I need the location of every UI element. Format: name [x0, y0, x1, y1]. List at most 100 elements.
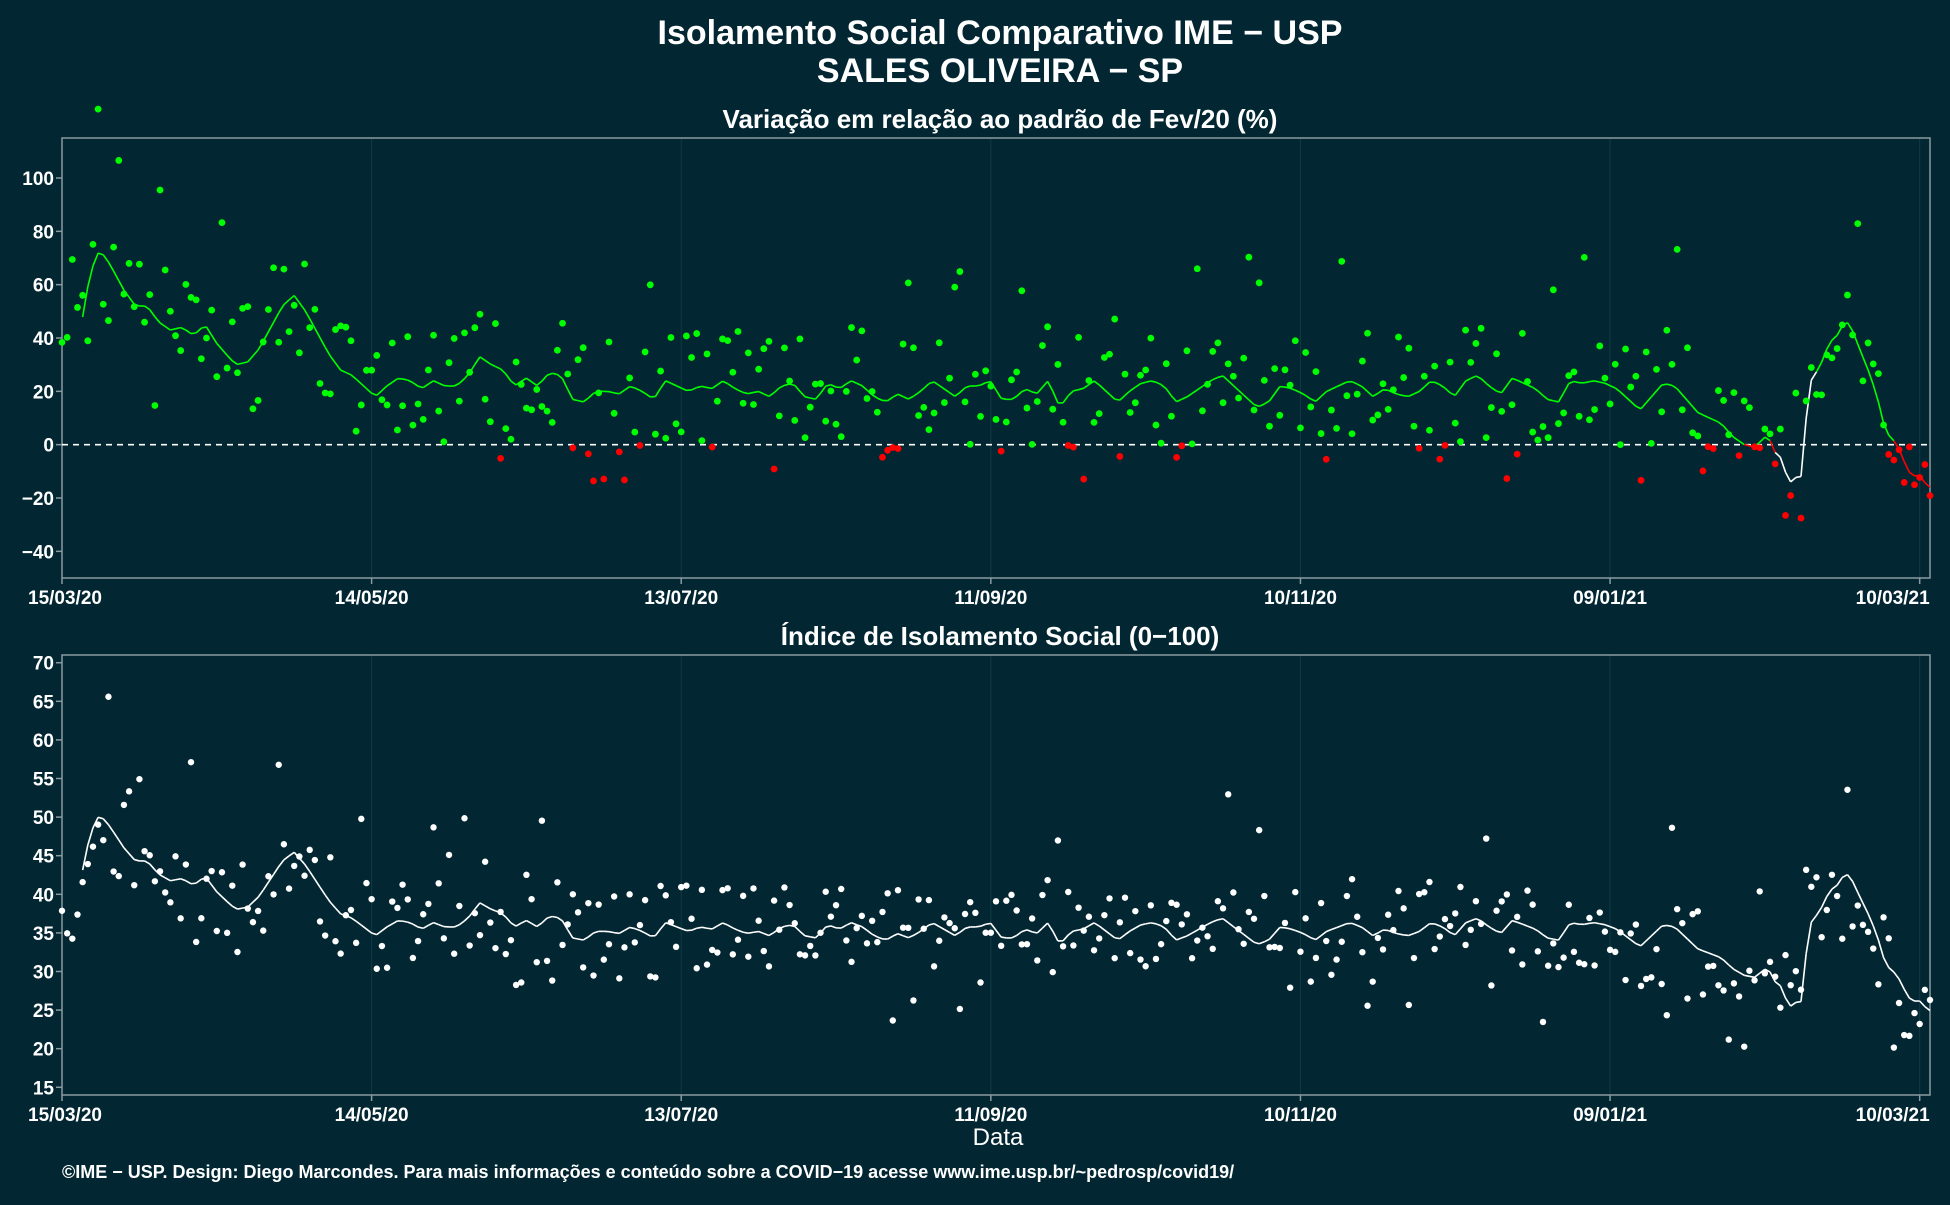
bottom-y-tick-label: 40	[33, 885, 54, 906]
top-data-point	[1390, 386, 1397, 393]
bottom-data-point	[105, 694, 111, 700]
bottom-data-point	[1117, 919, 1123, 925]
bottom-data-point	[766, 963, 772, 969]
bottom-data-point	[1034, 957, 1040, 963]
top-data-point	[962, 398, 969, 405]
bottom-data-point	[343, 912, 349, 918]
bottom-data-point	[740, 893, 746, 899]
bottom-data-point	[926, 897, 932, 903]
top-data-point	[1008, 376, 1015, 383]
top-data-point	[1617, 441, 1624, 448]
top-data-point	[920, 404, 927, 411]
top-data-point	[1736, 452, 1743, 459]
bottom-data-point	[802, 952, 808, 958]
bottom-data-point	[1437, 933, 1443, 939]
top-data-point	[1787, 492, 1794, 499]
top-data-point	[487, 418, 494, 425]
top-data-point	[1199, 407, 1206, 414]
bottom-data-point	[74, 911, 80, 917]
top-data-point	[1700, 468, 1707, 475]
bottom-data-point	[1875, 981, 1881, 987]
bottom-data-point	[879, 909, 885, 915]
top-data-point	[1756, 444, 1763, 451]
top-data-point	[1818, 391, 1825, 398]
top-data-point	[456, 398, 463, 405]
top-data-point	[729, 369, 736, 376]
credit-text: ©IME − USP. Design: Diego Marcondes. Par…	[62, 1162, 1234, 1182]
top-data-point	[1307, 404, 1314, 411]
bottom-data-point	[1225, 791, 1231, 797]
top-data-point	[1411, 423, 1418, 430]
bottom-data-point	[823, 889, 829, 895]
bottom-data-point	[1308, 978, 1314, 984]
bottom-data-point	[755, 918, 761, 924]
top-data-point	[1442, 442, 1449, 449]
bottom-y-tick-label: 60	[33, 731, 54, 752]
bottom-data-point	[1127, 950, 1133, 956]
top-data-point	[657, 368, 664, 375]
bottom-data-point	[1091, 947, 1097, 953]
top-data-point	[1452, 420, 1459, 427]
top-data-point	[415, 401, 422, 408]
top-data-point	[384, 402, 391, 409]
top-y-tick-label: −40	[22, 542, 54, 563]
bottom-data-point	[699, 887, 705, 893]
bottom-trend-segment	[1744, 975, 1749, 976]
bottom-data-point	[1731, 980, 1737, 986]
bottom-data-point	[1055, 837, 1061, 843]
top-data-point	[750, 401, 757, 408]
bottom-data-point	[219, 869, 225, 875]
bottom-data-point	[761, 948, 767, 954]
top-data-point	[1209, 348, 1216, 355]
top-data-point	[1462, 327, 1469, 334]
top-data-point	[353, 428, 360, 435]
bottom-data-point	[1855, 902, 1861, 908]
top-data-point	[234, 369, 241, 376]
bottom-data-point	[1612, 949, 1618, 955]
top-x-tick-label: 14/05/20	[335, 588, 409, 609]
top-data-point	[941, 399, 948, 406]
bottom-data-point	[786, 902, 792, 908]
bottom-data-point	[1597, 909, 1603, 915]
top-data-point	[1369, 417, 1376, 424]
top-data-point	[559, 320, 566, 327]
top-data-point	[255, 397, 262, 404]
bottom-trend-segment	[826, 926, 831, 927]
top-data-point	[1364, 330, 1371, 337]
bottom-data-point	[1880, 914, 1886, 920]
top-data-point	[368, 367, 375, 374]
bottom-trend-segment	[1151, 923, 1156, 924]
top-data-point	[1163, 360, 1170, 367]
top-data-point	[1380, 380, 1387, 387]
bottom-data-point	[1364, 1003, 1370, 1009]
bottom-data-point	[621, 944, 627, 950]
bottom-data-point	[1292, 889, 1298, 895]
top-data-point	[900, 341, 907, 348]
chart-title-line1: Isolamento Social Comparativo IME − USP	[658, 14, 1343, 52]
bottom-trend-segment	[986, 923, 991, 924]
bottom-x-tick-label: 14/05/20	[335, 1105, 409, 1126]
top-x-tick-label: 13/07/20	[644, 588, 718, 609]
bottom-data-point	[688, 916, 694, 922]
top-data-point	[611, 410, 618, 417]
top-data-point	[461, 329, 468, 336]
top-data-point	[1524, 378, 1531, 385]
top-data-point	[998, 448, 1005, 455]
bottom-data-point	[224, 930, 230, 936]
bottom-data-point	[1777, 1004, 1783, 1010]
top-data-point	[90, 241, 97, 248]
bottom-data-point	[208, 868, 214, 874]
bottom-data-point	[565, 921, 571, 927]
top-data-point	[1127, 409, 1134, 416]
top-data-point	[213, 373, 220, 380]
bottom-data-point	[1529, 901, 1535, 907]
bottom-y-tick-label: 50	[33, 808, 54, 829]
bottom-data-point	[90, 843, 96, 849]
bottom-trend-segment	[1600, 924, 1605, 925]
bottom-data-point	[539, 817, 545, 823]
top-data-point	[1658, 408, 1665, 415]
bottom-data-point	[1803, 867, 1809, 873]
bottom-data-point	[503, 951, 509, 957]
top-data-point	[79, 292, 86, 299]
bottom-trend-segment	[975, 926, 980, 927]
